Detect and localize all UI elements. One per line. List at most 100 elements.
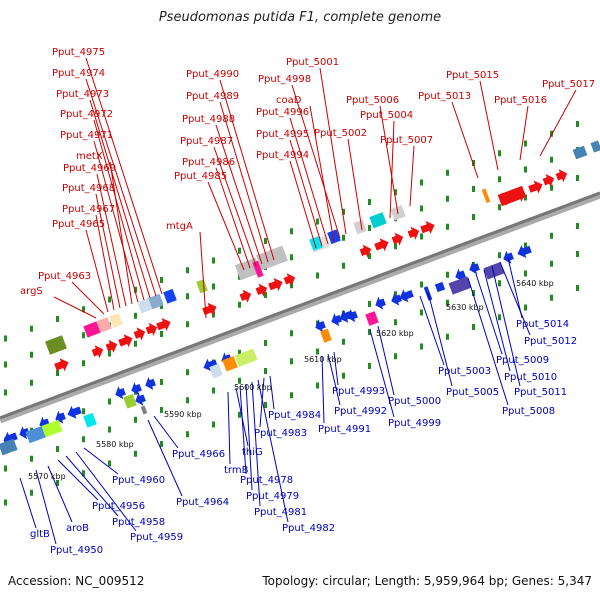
reverse-gene-label: Pput_4956 (92, 501, 145, 512)
tick-mark (342, 372, 345, 379)
tick-mark (446, 333, 449, 340)
tick-mark (368, 301, 371, 307)
leader-line (289, 117, 329, 245)
tick-mark (498, 314, 501, 321)
tick-mark (342, 338, 345, 345)
forward-gene-arrow (283, 273, 296, 287)
leader-line (109, 161, 133, 305)
forward-gene-label: Pput_4987 (180, 136, 233, 147)
reverse-gene-label: gltB (30, 529, 50, 540)
tick-mark (368, 225, 371, 231)
leader-line (259, 377, 265, 428)
leader-line (377, 325, 395, 396)
tick-mark (212, 283, 215, 290)
reverse-gene-arrow (135, 392, 146, 406)
forward-gene-label: Pput_4988 (182, 114, 235, 125)
leader-line (219, 79, 275, 261)
tick-mark (576, 121, 579, 127)
leader-line (409, 145, 415, 207)
forward-gene-label: Pput_4974 (52, 68, 105, 79)
leader-line (483, 269, 511, 372)
tick-mark (238, 349, 241, 356)
tick-mark (550, 294, 553, 301)
tick-mark (160, 331, 163, 337)
feature-block (590, 140, 600, 153)
leader-line (369, 329, 395, 418)
tick-mark (420, 233, 423, 240)
forward-gene-arrow (528, 180, 543, 194)
reverse-gene-label: Pput_5000 (388, 396, 441, 407)
leader-line (379, 105, 399, 215)
forward-gene-arrow (91, 345, 104, 359)
tick-mark (472, 160, 475, 166)
reverse-gene-label: Pput_4992 (334, 406, 387, 417)
forward-gene-label: Pput_5015 (446, 70, 499, 81)
leader-line (147, 419, 183, 497)
tick-mark (420, 281, 423, 288)
leader-line (327, 353, 341, 406)
forward-gene-arrow (420, 220, 435, 235)
tick-mark (108, 426, 111, 433)
tick-mark (4, 335, 7, 342)
tick-mark (368, 329, 371, 335)
reverse-gene-arrow (455, 268, 466, 282)
leader-line (19, 477, 37, 529)
forward-gene-label: Pput_4995 (256, 129, 309, 140)
reverse-gene-arrow (399, 289, 414, 303)
forward-gene-arrow (118, 334, 133, 348)
tick-mark (446, 195, 449, 202)
leader-line (251, 381, 261, 507)
feature-block (365, 311, 379, 326)
reverse-gene-label: Pput_4993 (332, 386, 385, 397)
reverse-gene-arrow (375, 296, 386, 310)
tick-mark (134, 340, 137, 347)
tick-mark (368, 363, 371, 369)
tick-mark (550, 130, 553, 137)
forward-gene-label: argS (20, 286, 43, 297)
tick-mark (576, 175, 579, 181)
forward-gene-label: Pput_5017 (542, 79, 595, 90)
tick-mark (4, 389, 7, 396)
reverse-gene-label: Pput_4966 (172, 449, 225, 460)
reverse-gene-arrow (145, 376, 156, 390)
leader-line (215, 167, 251, 269)
feature-block (222, 356, 238, 372)
forward-gene-arrow (374, 238, 389, 252)
tick-mark (108, 296, 111, 303)
feature-layer (0, 140, 600, 456)
leader-line (199, 231, 207, 319)
leader-line (95, 214, 115, 311)
tick-mark (212, 257, 215, 264)
tick-mark (394, 243, 397, 250)
forward-gene-arrow (239, 289, 252, 303)
reverse-gene-arrow (347, 309, 358, 323)
reverse-gene-label: trmB (224, 465, 249, 476)
leader-line (475, 273, 503, 355)
forward-gene-label: Pput_4975 (52, 47, 105, 58)
leader-line (96, 173, 127, 307)
reverse-gene-label: Pput_5014 (516, 319, 569, 330)
forward-gene-label: Pput_4967 (62, 204, 115, 215)
reverse-gene-label: Pput_4959 (130, 532, 183, 543)
tick-mark (82, 470, 85, 477)
leader-line (57, 459, 99, 501)
reverse-gene-label: Pput_5009 (496, 355, 549, 366)
feature-block (25, 425, 47, 444)
tick-mark (82, 360, 85, 367)
feature-block (448, 276, 472, 295)
tick-mark (394, 353, 397, 360)
reverse-gene-arrow (203, 358, 218, 372)
tick-mark (160, 277, 163, 283)
tick-mark (550, 260, 553, 267)
leader-lines (19, 57, 577, 545)
tick-mark (342, 262, 345, 269)
forward-gene-arrow (156, 317, 171, 332)
tick-mark (290, 392, 293, 399)
reverse-gene-arrow (331, 313, 342, 327)
reverse-gene-label: Pput_4984 (268, 410, 321, 421)
tick-mark (134, 450, 137, 457)
forward-gene-label: Pput_4971 (60, 130, 113, 141)
leader-line (319, 67, 347, 235)
tick-mark (498, 252, 501, 259)
forward-gene-label: Pput_4986 (182, 157, 235, 168)
